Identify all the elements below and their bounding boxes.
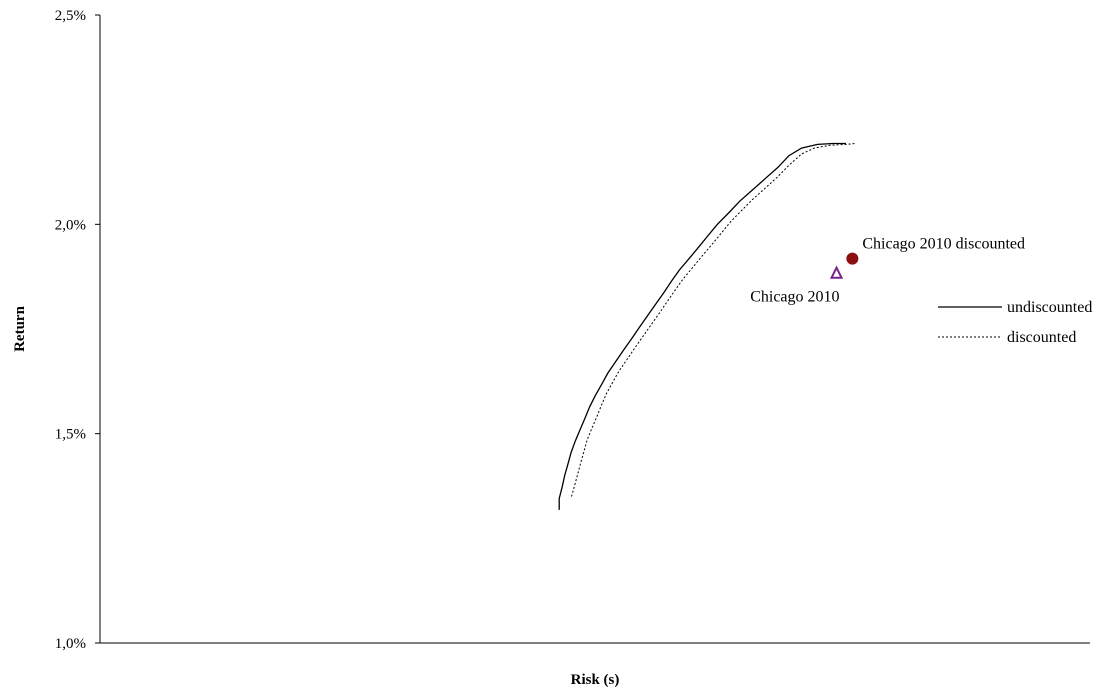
y-tick-label: 2,0% — [55, 217, 86, 233]
marker-group: Chicago 2010 Chicago 2010 discounted — [750, 236, 1025, 306]
point-label-chicago-2010: Chicago 2010 — [750, 289, 839, 306]
point-label-chicago-2010-discounted: Chicago 2010 discounted — [862, 236, 1025, 253]
y-tick-group: 1,0% 1,5% 2,0% 2,5% — [55, 8, 100, 652]
legend: undiscounted discounted — [938, 299, 1092, 346]
series-group — [558, 142, 856, 510]
y-axis-title: Return — [12, 305, 28, 351]
legend-label-undiscounted: undiscounted — [1007, 299, 1092, 316]
point-marker-chicago-2010-discounted — [846, 252, 859, 265]
y-tick-label: 1,5% — [55, 427, 86, 443]
point-marker-chicago-2010 — [829, 265, 844, 279]
x-axis-title: Risk (s) — [571, 672, 620, 688]
series-line-discounted — [571, 143, 856, 497]
legend-label-discounted: discounted — [1007, 329, 1076, 346]
y-tick-label: 2,5% — [55, 8, 86, 24]
y-tick-label: 1,0% — [55, 636, 86, 652]
series-line-undiscounted — [558, 142, 846, 510]
axes — [99, 15, 1090, 644]
